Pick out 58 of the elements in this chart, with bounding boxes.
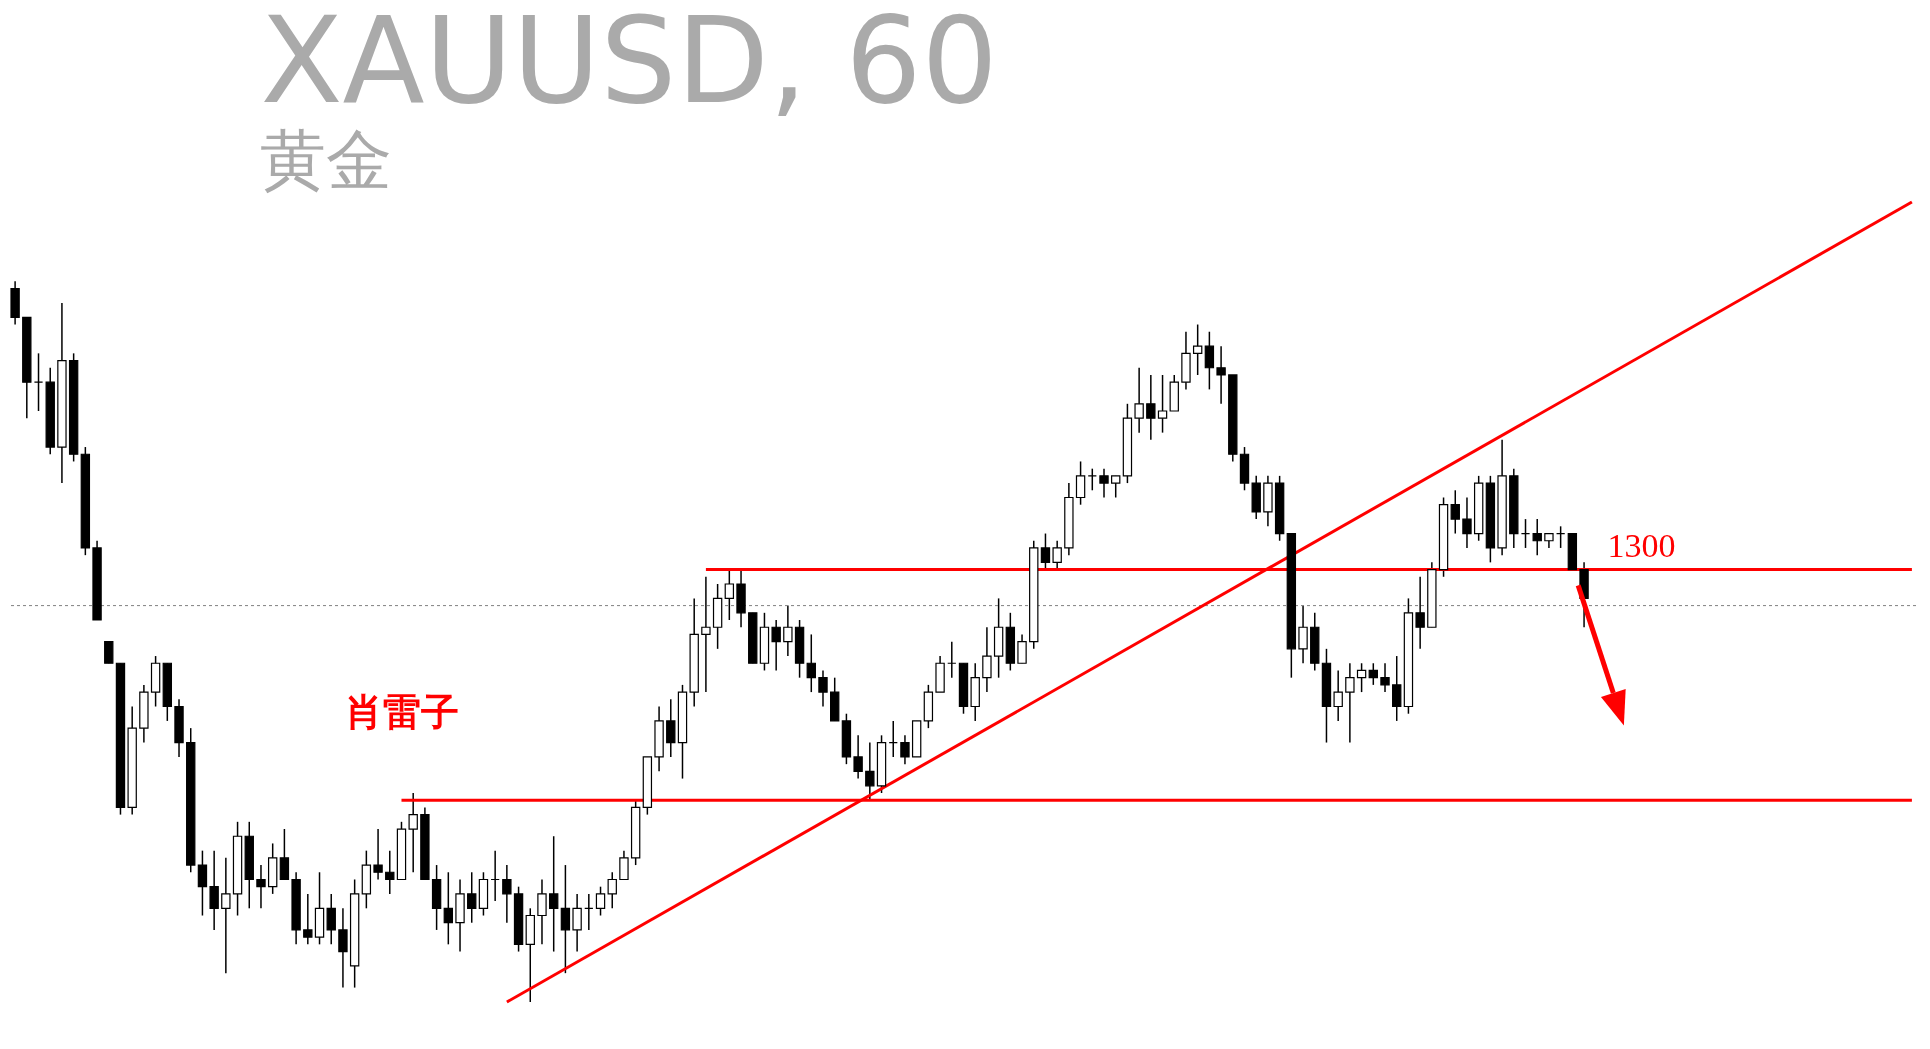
candlestick	[1298, 604, 1308, 665]
candlestick	[666, 698, 676, 758]
candlestick	[303, 893, 313, 946]
candlestick	[1462, 496, 1472, 549]
candlestick	[221, 857, 231, 974]
candlestick	[619, 849, 629, 881]
candlestick	[1415, 576, 1425, 650]
candlestick	[1333, 669, 1343, 722]
candlestick	[1345, 662, 1355, 744]
candlestick	[385, 849, 395, 895]
candlestick	[1075, 460, 1086, 506]
candlestick	[373, 828, 383, 881]
candlestick	[1450, 489, 1460, 535]
candlestick	[209, 849, 219, 931]
candlestick	[537, 878, 547, 946]
candlestick	[1052, 539, 1062, 571]
candlestick	[1532, 518, 1542, 556]
candlestick	[560, 864, 571, 974]
candlestick	[326, 893, 336, 946]
candlestick	[338, 907, 348, 989]
candlestick	[595, 885, 606, 917]
candlestick	[467, 871, 477, 924]
candlestick	[1111, 475, 1121, 499]
candlestick	[279, 828, 290, 881]
candlestick	[982, 626, 992, 693]
candlestick	[1040, 532, 1051, 571]
candlestick	[701, 576, 711, 693]
candlestick	[1216, 345, 1226, 405]
candlestick	[502, 864, 512, 924]
candlestick	[256, 864, 266, 910]
candlestick	[549, 835, 559, 953]
candlestick	[818, 669, 828, 708]
candlestick	[724, 568, 735, 621]
candlestick	[443, 871, 454, 946]
candlestick	[853, 734, 863, 780]
candlestick	[1380, 662, 1390, 693]
candlestick	[1204, 330, 1215, 391]
candlestick	[1392, 655, 1402, 722]
candlestick	[1099, 467, 1109, 499]
candlestick	[1192, 323, 1203, 376]
candlestick	[1146, 374, 1156, 441]
candlestick	[1017, 633, 1027, 665]
candlestick	[607, 871, 617, 910]
candlestick	[197, 849, 208, 917]
candlestick	[408, 792, 418, 874]
candlestick	[771, 619, 781, 672]
candlestick	[1157, 374, 1168, 434]
candlestick	[806, 633, 816, 693]
candlestick	[1356, 662, 1367, 693]
candlestick	[1134, 367, 1144, 434]
candlestick	[1368, 662, 1378, 686]
candlestick	[865, 741, 875, 801]
candlestick	[572, 893, 582, 953]
candlestick	[783, 604, 793, 657]
candlestick	[104, 640, 114, 665]
annotation: 肖雷子	[344, 689, 459, 734]
candlestick	[900, 734, 910, 765]
series-label: 1300	[1607, 526, 1676, 564]
